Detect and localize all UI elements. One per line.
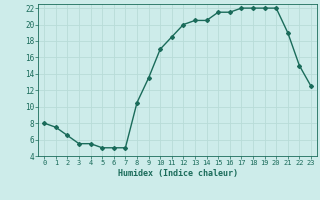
X-axis label: Humidex (Indice chaleur): Humidex (Indice chaleur) [118,169,238,178]
